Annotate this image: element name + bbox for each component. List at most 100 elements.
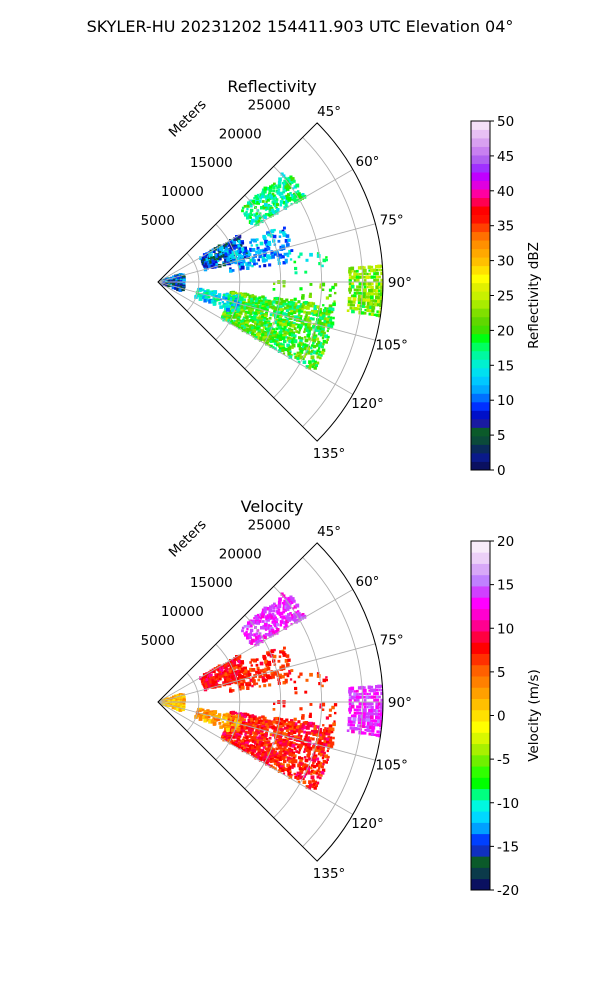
echo-gate [349,303,353,307]
echo-gate [287,772,292,776]
echo-gate [327,327,330,330]
echo-gate [278,613,281,616]
echo-gate [262,758,265,761]
echo-gate [237,260,241,264]
echo-gate [232,672,235,675]
colorbar-swatch [471,240,490,250]
echo-gate [299,287,303,291]
echo-gate [205,257,209,262]
echo-gate [276,186,279,189]
echo-gate [229,689,233,693]
echo-gate [299,727,302,731]
echo-gate [311,729,314,733]
echo-gate [223,250,227,254]
echo-gate [287,613,290,617]
echo-gate [207,715,211,719]
echo-gate [230,297,233,300]
echo-gate [295,743,298,746]
echo-gate [319,285,323,289]
echo-gate [351,729,355,734]
echo-gate [264,735,267,739]
azimuth-spoke [157,281,376,341]
colorbar-swatch [471,687,490,700]
echo-gate [284,302,288,306]
echo-gate [304,338,309,343]
echo-gate [322,339,327,344]
echo-gate [221,720,224,724]
echo-gate [319,313,324,318]
echo-gate [271,766,275,769]
echo-gate [174,706,178,710]
echo-gate [243,326,247,330]
echo-gate [357,301,361,304]
echo-gate [309,304,313,308]
echo-gate [353,272,357,277]
echo-gate [299,707,303,711]
echo-gate [282,766,286,770]
echo-gate [282,352,286,355]
echo-gate [303,355,306,358]
echo-gate [282,747,286,752]
echo-gate [283,626,288,630]
echo-gate [308,746,313,751]
echo-gate [280,747,284,750]
colorbar-swatch [471,342,490,352]
echo-gate [205,253,209,256]
echo-gate [232,246,236,250]
echo-gate [298,319,302,322]
azimuth-tick-label: 60° [356,154,380,170]
echo-gate [282,651,286,655]
echo-gate [273,614,276,618]
echo-gate [299,744,303,748]
echo-gate [283,620,287,625]
echo-gate [299,303,303,306]
echo-gate [252,731,256,735]
echo-gate [272,734,275,737]
echo-gate [266,651,270,655]
echo-gate [314,780,317,784]
echo-gate [264,720,269,725]
echo-gate [261,195,265,199]
echo-gate [303,766,308,771]
echo-gate [232,736,235,739]
echo-gate [288,759,292,764]
echo-gate [308,360,312,364]
echo-gate [274,320,279,325]
echo-gate [262,756,267,760]
echo-gate [303,328,307,331]
echo-gate [237,746,241,750]
echo-gate [331,310,334,314]
echo-gate [290,613,294,617]
echo-gate [270,758,274,762]
echo-gate [236,677,240,681]
echo-gate [264,747,268,750]
echo-gate [321,312,324,315]
echo-gate [239,742,243,746]
echo-gate [288,727,292,731]
echo-gate [287,658,291,662]
echo-gate [201,682,206,686]
echo-gate [287,734,291,737]
echo-gate [208,720,212,724]
echo-gate [288,320,291,324]
azimuth-tick-label: 135° [313,446,346,462]
echo-gate [261,736,264,739]
echo-gate [310,352,313,355]
echo-gate [233,722,237,727]
echo-gate [324,727,327,730]
echo-gate [260,726,265,731]
echo-gate [328,708,332,712]
echo-gate [241,713,245,718]
echo-gate [320,750,325,755]
echo-gate [372,299,376,303]
echo-gate [292,315,295,318]
echo-gate [263,737,267,740]
echo-gate [170,698,173,701]
echo-gate [241,324,245,329]
echo-gate [245,741,249,746]
echo-gate [279,195,283,199]
colorbar-swatch [471,367,490,377]
colorbar-swatch [471,664,490,677]
echo-gate [328,288,332,292]
echo-gate [227,295,231,299]
